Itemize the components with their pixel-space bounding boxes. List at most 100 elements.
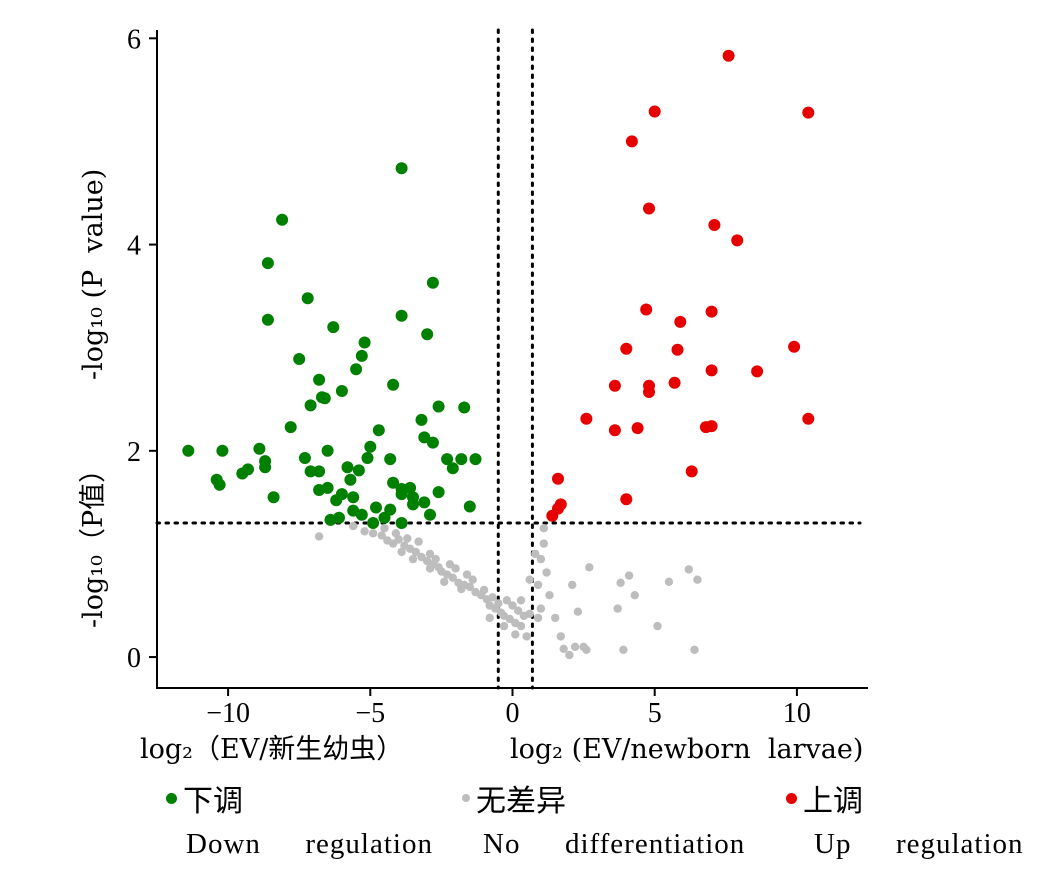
point-no-differentiation xyxy=(514,606,523,615)
point-no-differentiation xyxy=(624,571,634,580)
point-no-differentiation xyxy=(468,575,477,584)
point-up-regulation xyxy=(674,315,687,328)
point-no-differentiation xyxy=(408,554,418,564)
y-axis-label-zh: -log₁₀（P值） xyxy=(78,456,109,628)
point-no-differentiation xyxy=(613,604,622,613)
point-down-regulation xyxy=(182,444,195,457)
legend-item-nodiff: 无差异 xyxy=(462,776,566,820)
point-down-regulation xyxy=(242,463,254,476)
legend-label-down-en: Down regulation xyxy=(186,828,433,860)
legend-item-down: 下调 xyxy=(166,776,243,820)
point-no-differentiation xyxy=(349,521,358,531)
point-no-differentiation xyxy=(440,577,449,586)
point-no-differentiation xyxy=(551,613,560,623)
axes xyxy=(149,30,868,696)
x-tick-label: −10 xyxy=(206,698,250,729)
point-up-regulation xyxy=(705,364,718,377)
point-up-regulation xyxy=(722,49,735,62)
point-up-regulation xyxy=(608,424,621,437)
point-no-differentiation xyxy=(368,529,378,538)
point-down-regulation xyxy=(364,440,377,453)
point-no-differentiation xyxy=(479,585,489,595)
x-tick-label: 5 xyxy=(648,698,662,729)
point-down-regulation xyxy=(455,453,468,466)
point-no-differentiation xyxy=(616,578,625,587)
point-up-regulation xyxy=(802,106,815,119)
point-down-regulation xyxy=(358,336,371,349)
point-up-regulation xyxy=(640,303,653,316)
point-no-differentiation xyxy=(525,575,534,584)
point-down-regulation xyxy=(216,444,229,457)
point-down-regulation xyxy=(333,511,345,524)
point-no-differentiation xyxy=(451,564,460,573)
x-tick-label: −5 xyxy=(355,698,385,729)
point-down-regulation xyxy=(432,400,445,413)
point-down-regulation xyxy=(361,452,374,464)
point-down-regulation xyxy=(432,486,445,499)
point-down-regulation xyxy=(352,464,365,477)
point-down-regulation xyxy=(367,517,380,529)
point-down-regulation xyxy=(347,491,360,504)
point-down-regulation xyxy=(418,431,431,444)
point-down-regulation xyxy=(259,455,272,468)
point-no-differentiation xyxy=(542,568,551,577)
point-no-differentiation xyxy=(462,570,472,579)
point-no-differentiation xyxy=(511,630,520,639)
point-down-regulation xyxy=(370,501,382,514)
point-no-differentiation xyxy=(391,529,401,538)
point-no-differentiation xyxy=(502,596,511,605)
point-no-differentiation xyxy=(485,613,494,623)
point-no-differentiation xyxy=(539,539,548,548)
point-up-regulation xyxy=(731,234,744,247)
point-down-regulation xyxy=(350,363,363,376)
point-no-differentiation xyxy=(488,593,497,602)
point-no-differentiation xyxy=(411,547,420,557)
legend-marker-up xyxy=(786,792,797,804)
point-up-regulation xyxy=(643,202,655,215)
point-no-differentiation xyxy=(568,580,577,590)
point-no-differentiation xyxy=(377,531,386,540)
point-down-regulation xyxy=(395,517,408,529)
point-down-regulation xyxy=(463,500,476,513)
point-up-regulation xyxy=(802,412,815,425)
point-no-differentiation xyxy=(559,644,568,653)
point-down-regulation xyxy=(421,328,434,341)
point-down-regulation xyxy=(355,349,368,362)
point-no-differentiation xyxy=(630,591,639,600)
point-down-regulation xyxy=(301,292,314,305)
point-down-regulation xyxy=(284,421,297,434)
point-no-differentiation xyxy=(619,645,628,654)
legend-item-up: 上调 xyxy=(786,776,863,820)
point-no-differentiation xyxy=(664,577,674,586)
point-down-regulation xyxy=(415,413,428,426)
threshold-lines xyxy=(155,28,862,690)
point-no-differentiation xyxy=(525,609,534,618)
point-down-regulation xyxy=(387,378,400,391)
point-down-regulation xyxy=(261,257,274,270)
point-down-regulation xyxy=(426,276,439,289)
point-up-regulation xyxy=(705,420,718,433)
point-no-differentiation xyxy=(570,642,580,651)
point-down-regulation xyxy=(407,498,419,511)
point-down-regulation xyxy=(267,491,280,504)
point-down-regulation xyxy=(253,442,266,455)
point-no-differentiation xyxy=(522,632,531,641)
point-no-differentiation xyxy=(533,613,543,623)
point-up-regulation xyxy=(620,342,633,355)
point-down-regulation xyxy=(395,309,408,322)
point-down-regulation xyxy=(321,481,334,494)
point-up-regulation xyxy=(625,135,638,148)
x-axis-label-en: log₂ (EV/newborn larvae) xyxy=(510,734,863,765)
point-no-differentiation xyxy=(585,563,594,572)
point-no-differentiation xyxy=(494,599,503,608)
x-tick-label: 0 xyxy=(506,698,520,729)
x-tick-label: 10 xyxy=(783,698,811,729)
point-no-differentiation xyxy=(516,621,526,631)
point-down-regulation xyxy=(313,465,326,478)
point-down-regulation xyxy=(458,401,471,414)
series-down-regulation xyxy=(182,162,482,529)
point-no-differentiation xyxy=(516,596,526,605)
point-down-regulation xyxy=(469,453,482,466)
point-up-regulation xyxy=(648,105,661,118)
point-no-differentiation xyxy=(508,601,517,610)
